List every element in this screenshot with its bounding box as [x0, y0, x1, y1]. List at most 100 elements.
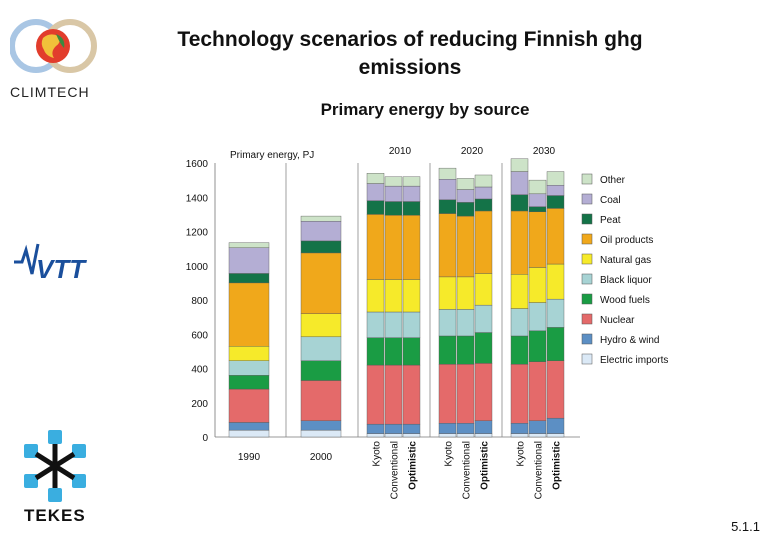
- bar-segment-oil-products: [384, 215, 403, 280]
- x-label-scenario: Optimistic: [480, 441, 491, 490]
- legend-label: Oil products: [600, 235, 653, 246]
- bar-segment-black-liquor: [402, 311, 421, 338]
- page-title: Technology scenarios of reducing Finnish…: [150, 26, 670, 82]
- legend-label: Black liquor: [600, 275, 652, 286]
- bar-segment-oil-products: [528, 211, 547, 268]
- bar-segment-nuclear: [300, 380, 342, 421]
- bar-segment-electric-imports: [474, 433, 493, 438]
- legend-label: Nuclear: [600, 315, 635, 326]
- bar-segment-black-liquor: [384, 311, 403, 338]
- bar-segment-peat: [510, 194, 529, 212]
- bar-segment-peat: [384, 201, 403, 216]
- bar-segment-hydro-wind: [546, 417, 565, 434]
- y-tick-label: 400: [191, 365, 208, 376]
- bar-segment-electric-imports: [228, 429, 270, 438]
- bar-segment-nuclear: [456, 364, 475, 424]
- bar-segment-other: [366, 173, 385, 184]
- bar-segment-coal: [300, 221, 342, 242]
- bar-segment-electric-imports: [546, 433, 565, 438]
- y-tick-label: 200: [191, 399, 208, 410]
- bar-segment-oil-products: [228, 282, 270, 347]
- vtt-swoosh-icon: [14, 243, 40, 275]
- vtt-logo: VTT: [14, 243, 87, 284]
- bar-segment-oil-products: [402, 215, 421, 280]
- legend-label: Natural gas: [600, 255, 651, 266]
- title-line-1: Technology scenarios of reducing Finnish…: [177, 28, 643, 51]
- bar-segment-electric-imports: [366, 433, 385, 438]
- bar-segment-other: [474, 174, 493, 188]
- bar-segment-natural-gas: [474, 273, 493, 306]
- bar-segment-natural-gas: [546, 263, 565, 300]
- bar-segment-nuclear: [366, 364, 385, 425]
- bar-segment-other: [456, 178, 475, 190]
- bar-segment-other: [228, 242, 270, 248]
- bar-segment-coal: [402, 185, 421, 202]
- bar-segment-other: [528, 179, 547, 195]
- climtech-logo: [10, 19, 97, 73]
- bar-segment-natural-gas: [366, 279, 385, 313]
- x-label-1990: 1990: [238, 452, 261, 463]
- y-tick-label: 800: [191, 296, 208, 307]
- bar-segment-wood-fuels: [384, 337, 403, 366]
- bar-segment-oil-products: [366, 214, 385, 280]
- legend-swatch: [581, 333, 593, 345]
- bar-segment-hydro-wind: [384, 423, 403, 434]
- bar-segment-natural-gas: [402, 279, 421, 313]
- y-axis-label: Primary energy, PJ: [230, 150, 314, 161]
- tekes-label: TEKES: [24, 506, 86, 525]
- bar-segment-natural-gas: [384, 279, 403, 313]
- bar-segment-hydro-wind: [528, 420, 547, 434]
- bar-segment-coal: [510, 171, 529, 195]
- bar-segment-black-liquor: [528, 302, 547, 332]
- bar-segment-hydro-wind: [228, 422, 270, 431]
- bar-segment-natural-gas: [528, 267, 547, 303]
- bar-segment-oil-products: [510, 210, 529, 275]
- bar-segment-black-liquor: [474, 304, 493, 333]
- bar-segment-hydro-wind: [456, 423, 475, 434]
- bar-segment-wood-fuels: [528, 330, 547, 362]
- bar-segment-peat: [300, 240, 342, 254]
- bar-segment-wood-fuels: [510, 335, 529, 365]
- legend-label: Peat: [600, 215, 621, 226]
- bar-segment-wood-fuels: [366, 337, 385, 366]
- bar-segment-coal: [456, 189, 475, 203]
- bar-segment-black-liquor: [300, 336, 342, 361]
- bar-segment-black-liquor: [228, 360, 270, 376]
- bar-segment-wood-fuels: [402, 337, 421, 366]
- bar-segment-coal: [546, 185, 565, 196]
- bar-segment-natural-gas: [438, 276, 457, 310]
- bar-segment-electric-imports: [300, 429, 342, 438]
- bar-segment-peat: [228, 273, 270, 284]
- bar-segment-black-liquor: [546, 298, 565, 328]
- bar-segment-peat: [474, 198, 493, 212]
- x-label-scenario: Kyoto: [516, 441, 527, 467]
- vtt-wordmark: VTT: [36, 254, 87, 284]
- bar-segment-other: [402, 176, 421, 187]
- legend-label: Coal: [600, 195, 621, 206]
- legend-swatch: [581, 213, 593, 225]
- bar-segment-coal: [528, 193, 547, 207]
- legend-label: Hydro & wind: [600, 335, 659, 346]
- bar-segment-nuclear: [528, 361, 547, 421]
- x-label-scenario: Optimistic: [552, 441, 563, 490]
- bar-segment-hydro-wind: [300, 420, 342, 431]
- bar-segment-peat: [456, 202, 475, 217]
- bar-segment-coal: [366, 183, 385, 201]
- bar-segment-coal: [228, 247, 270, 274]
- x-label-scenario: Kyoto: [444, 441, 455, 467]
- bar-segment-oil-products: [474, 210, 493, 274]
- bar-segment-black-liquor: [438, 309, 457, 337]
- bar-segment-peat: [366, 200, 385, 215]
- legend-swatch: [581, 193, 593, 205]
- bar-segment-other: [438, 167, 457, 180]
- bar-segment-electric-imports: [456, 433, 475, 438]
- x-label-scenario: Conventional: [390, 441, 401, 499]
- bar-segment-coal: [474, 186, 493, 200]
- bar-segment-oil-products: [300, 252, 342, 314]
- legend-label: Electric imports: [600, 355, 668, 366]
- x-label-2000: 2000: [310, 452, 333, 463]
- page-number: 5.1.1: [731, 519, 760, 534]
- bar-segment-wood-fuels: [474, 332, 493, 364]
- bar-segment-peat: [438, 199, 457, 214]
